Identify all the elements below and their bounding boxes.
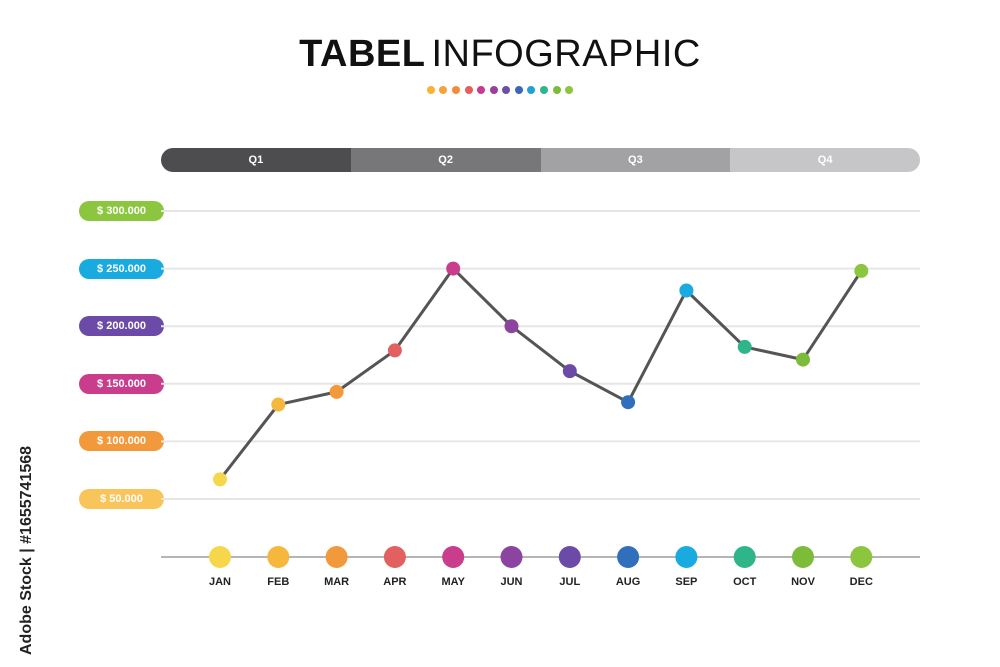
watermark: Adobe Stock | #1655741568 (18, 446, 35, 655)
title-dot (502, 86, 511, 94)
x-tick-label: SEP (675, 576, 698, 588)
title-dot (451, 86, 460, 94)
title-dot (464, 86, 473, 94)
month-marker-sep (675, 546, 698, 568)
month-marker-aug (617, 546, 640, 568)
title-dot (540, 86, 549, 94)
y-tick-label: $ 300.000 (79, 201, 164, 221)
quarter-q3: Q3 (540, 148, 731, 172)
x-tick-label: APR (383, 576, 407, 588)
data-point-nov (796, 352, 810, 367)
month-marker-apr (383, 546, 406, 568)
month-marker-dec (850, 546, 873, 568)
data-point-feb (271, 397, 286, 412)
quarter-q2: Q2 (350, 148, 541, 172)
x-tick-label: NOV (791, 576, 815, 588)
data-point-sep (679, 283, 694, 298)
x-tick-label: DEC (849, 576, 873, 588)
data-point-may (446, 261, 461, 276)
title-dot (426, 86, 435, 94)
month-marker-mar (325, 546, 348, 568)
x-tick-label: AUG (615, 576, 641, 588)
quarter-q4: Q4 (730, 148, 920, 172)
x-tick-label: FEB (267, 576, 290, 588)
data-point-jun (504, 319, 519, 334)
x-tick-label: MAY (441, 576, 465, 588)
title-dot (489, 86, 498, 94)
title-bold: TABEL (299, 33, 426, 75)
chart-title: TABEL INFOGRAPHIC (0, 33, 1000, 76)
month-marker-jul (558, 546, 581, 568)
month-marker-jun (500, 546, 523, 568)
title-dot (527, 86, 536, 94)
month-marker-oct (733, 546, 756, 568)
title-dot (565, 86, 574, 94)
x-tick-label: OCT (733, 576, 757, 588)
data-point-mar (329, 384, 344, 399)
watermark-text: Adobe Stock | #1655741568 (18, 446, 35, 655)
x-tick-label: JAN (208, 576, 231, 588)
data-point-aug (621, 395, 636, 410)
title-dot (477, 86, 486, 94)
y-tick-label: $ 200.000 (79, 316, 164, 337)
x-tick-label: JUN (500, 576, 523, 588)
month-marker-feb (267, 546, 290, 568)
y-tick-label: $ 50.000 (79, 489, 164, 509)
title-light: INFOGRAPHIC (431, 33, 701, 75)
data-point-oct (737, 339, 752, 354)
title-dot (439, 86, 448, 94)
quarter-q1: Q1 (161, 148, 351, 172)
y-tick-label: $ 150.000 (79, 373, 164, 394)
y-tick-label: $ 100.000 (79, 431, 164, 452)
title-dot (514, 86, 523, 94)
quarter-bar: Q1 Q2 Q3 Q4 (161, 148, 920, 172)
data-point-apr (387, 343, 402, 358)
x-tick-label: JUL (559, 576, 581, 588)
month-marker-nov (792, 546, 814, 568)
x-tick-label: MAR (324, 576, 350, 588)
month-marker-jan (209, 546, 231, 568)
month-marker-may (442, 546, 465, 568)
title-dot (552, 86, 561, 94)
y-tick-label: $ 250.000 (79, 258, 164, 279)
data-point-dec (854, 263, 869, 278)
decorative-dots (0, 86, 1000, 96)
data-point-jan (213, 472, 227, 487)
data-point-jul (562, 364, 577, 379)
series-line (218, 267, 863, 481)
